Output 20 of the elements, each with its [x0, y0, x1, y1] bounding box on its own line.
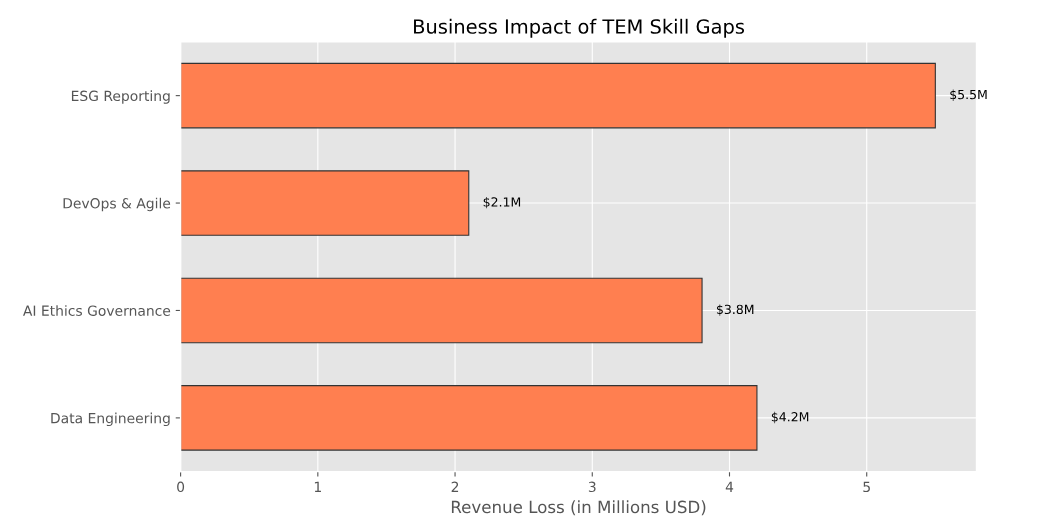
- y-tick-label: DevOps & Agile: [63, 197, 171, 212]
- x-tick-label: 2: [451, 481, 459, 492]
- x-tick-label: 3: [588, 481, 596, 493]
- data-label: $2.1M: [483, 197, 521, 209]
- bar: [180, 62, 936, 129]
- bar: [180, 170, 470, 236]
- y-tick-label: ESG Reporting: [71, 90, 170, 104]
- bar: [180, 385, 758, 451]
- data-label: $4.2M: [771, 411, 809, 424]
- bar: [180, 277, 703, 344]
- x-tick-label: 0: [177, 481, 185, 493]
- x-axis-title: Revenue Loss (in Millions USD): [451, 500, 706, 516]
- data-label: $3.8M: [716, 304, 754, 316]
- x-tick-label: 5: [863, 481, 870, 493]
- y-tick-label: AI Ethics Governance: [23, 305, 171, 316]
- y-tick-label: Data Engineering: [51, 412, 170, 427]
- data-label: $5.5M: [950, 89, 987, 101]
- chart-title: Business Impact of TEM Skill Gaps: [414, 18, 745, 38]
- x-tick-label: 4: [725, 481, 734, 492]
- x-tick-label: 1: [314, 481, 321, 492]
